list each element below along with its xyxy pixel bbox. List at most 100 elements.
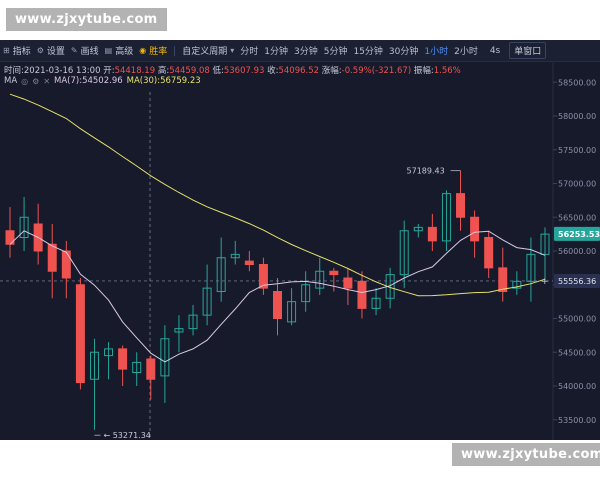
timeframe-tab[interactable]: 4s <box>489 45 501 56</box>
y-tick-label: 53500.00 <box>558 416 596 425</box>
custom-period-label: 自定义周期 <box>182 47 228 57</box>
candle-body <box>484 237 494 269</box>
watermark-bottom: www.zjxytube.com <box>452 443 600 466</box>
candle-info-bar: 时间:2021-03-16 13:00 开:54418.19 高:54459.0… <box>4 64 461 76</box>
candle-body <box>188 314 198 330</box>
close-label: 收: <box>267 66 279 76</box>
toolbar-label: 画线 <box>80 47 99 57</box>
win-rate-icon: ◉ <box>139 46 147 55</box>
close-value: 54096.52 <box>278 66 320 76</box>
amplitude-value: 1.56% <box>433 66 461 76</box>
settings-icon: ⚙ <box>36 46 44 55</box>
candle-body <box>540 233 550 255</box>
candle-body <box>371 297 381 309</box>
eye-icon[interactable]: ◎ <box>21 76 29 86</box>
current-price-label: 56253.53 <box>558 230 600 239</box>
candle-body <box>273 291 282 319</box>
settings-icon[interactable]: ⚙ <box>32 76 40 86</box>
toolbar-indicator-button[interactable]: ⊞ 指标 <box>0 44 34 57</box>
candle-body <box>287 301 297 323</box>
advanced-icon: ▤ <box>104 46 113 55</box>
low-label: 低: <box>212 66 224 76</box>
candle-body <box>202 287 212 316</box>
candle-body <box>132 361 142 373</box>
candle-body <box>89 351 99 380</box>
change-label: 涨幅: <box>321 66 342 76</box>
y-tick-label: 56500.00 <box>558 213 596 222</box>
crosshair-plus-icon: + <box>541 277 549 287</box>
toolbar-divider <box>174 45 176 56</box>
timeframe-tab[interactable]: 1分钟 <box>264 47 288 57</box>
candle-body <box>258 264 268 289</box>
low-value: 53607.93 <box>223 66 265 76</box>
timeframe-tab[interactable]: 分时 <box>240 47 259 57</box>
candle-body <box>498 267 508 292</box>
toolbar-advanced-button[interactable]: ▤ 高级 <box>102 44 137 57</box>
candle-body <box>230 253 240 259</box>
timeframe-tab[interactable]: 1小时 <box>424 47 449 57</box>
high-annotation: 57189.43 <box>407 167 445 176</box>
toolbar-label: 高级 <box>115 47 134 57</box>
candle-body <box>343 277 353 289</box>
y-tick-label: 54000.00 <box>558 382 596 391</box>
candle-body <box>413 226 423 232</box>
timeframe-tab[interactable]: 30分钟 <box>388 47 419 57</box>
candle-body <box>61 250 71 279</box>
candle-body <box>357 280 367 309</box>
toolbar-label: 设置 <box>46 47 65 57</box>
crosshair-price-badge <box>554 273 600 288</box>
price-axis <box>553 62 600 440</box>
current-price-badge <box>554 226 600 241</box>
chevron-down-icon: ▾ <box>230 46 235 55</box>
candle-body <box>329 270 339 276</box>
candle-body <box>456 193 466 218</box>
y-tick-label: 57000.00 <box>558 180 596 189</box>
candle-body <box>160 338 170 377</box>
trading-chart-window: ⊞ 指标 ⚙ 设置 ✎ 画线 ▤ 高级 ◉ 胜率 自定义周期 ▾ 分时 1分钟 3分钟 5分钟 15分钟 30分钟… <box>0 40 600 440</box>
candle-body <box>216 257 226 292</box>
candle-body <box>301 284 311 303</box>
y-tick-label: 56000.00 <box>558 247 596 256</box>
ma7-line <box>9 230 546 363</box>
toolbar-win-rate-button[interactable]: ◉ 胜率 <box>136 44 170 57</box>
y-tick-label: 58500.00 <box>558 78 596 87</box>
ma7-legend: MA(7):54502.96 <box>54 76 123 86</box>
ma-legend: MA ◎ ⚙ ✕ MA(7):54502.96 MA(30):56759.23 <box>4 76 201 86</box>
candle-body <box>104 348 114 357</box>
candle-body <box>47 243 57 272</box>
open-label: 开: <box>103 66 115 76</box>
candle-body <box>174 328 184 333</box>
candle-body <box>512 280 522 289</box>
toolbar-label: 胜率 <box>149 47 168 57</box>
candle-body <box>146 358 156 380</box>
single-window-button[interactable]: 单窗口 <box>509 42 547 59</box>
ma30-legend: MA(30):56759.23 <box>126 76 201 86</box>
timeframe-tab[interactable]: 3分钟 <box>293 47 318 57</box>
y-tick-label: 55000.00 <box>558 315 596 324</box>
time-value: 2021-03-16 13:00 <box>23 66 101 76</box>
candle-body <box>427 226 437 242</box>
open-value: 54418.19 <box>114 66 156 76</box>
timeframe-tab[interactable]: 15分钟 <box>353 47 383 57</box>
custom-period-dropdown[interactable]: 自定义周期 ▾ <box>179 44 237 57</box>
toolbar-label: 指标 <box>12 47 31 57</box>
candle-body <box>526 253 536 282</box>
y-tick-label: 57500.00 <box>558 146 596 155</box>
candle-body <box>470 216 480 242</box>
y-tick-label: 54500.00 <box>558 348 596 357</box>
high-label: 高: <box>157 66 170 76</box>
close-icon[interactable]: ✕ <box>43 76 51 86</box>
candle-body <box>244 260 254 265</box>
high-value: 54459.08 <box>169 66 210 76</box>
low-annotation: ← 53271.34 <box>103 431 150 440</box>
toolbar-draw-line-button[interactable]: ✎ 画线 <box>68 44 102 57</box>
candlestick-chart[interactable]: 58500.00 58000.00 57500.00 57000.00 56500.00… <box>0 40 600 440</box>
toolbar-settings-button[interactable]: ⚙ 设置 <box>34 44 68 57</box>
candle-body <box>441 193 451 242</box>
indicator-icon: ⊞ <box>3 46 10 55</box>
timeframe-tab[interactable]: 5分钟 <box>323 47 348 57</box>
amplitude-label: 振幅: <box>413 66 434 76</box>
timeframe-tab[interactable]: 2小时 <box>454 47 478 57</box>
candle-body <box>19 216 29 238</box>
crosshair-price-label: 55556.36 <box>558 277 596 286</box>
